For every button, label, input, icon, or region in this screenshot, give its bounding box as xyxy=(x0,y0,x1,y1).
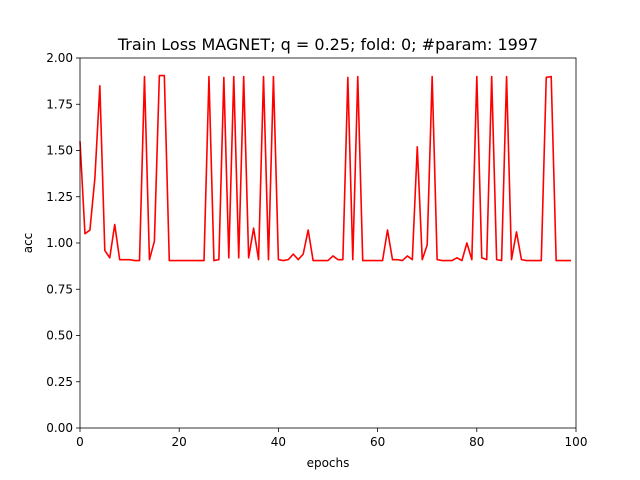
y-tick-label: 1.00 xyxy=(46,236,73,250)
y-tick-label: 1.50 xyxy=(46,144,73,158)
series-layer xyxy=(79,74,572,262)
x-tick-label: 40 xyxy=(271,435,286,449)
y-tick-label: 0.75 xyxy=(46,282,73,296)
x-tick-label: 100 xyxy=(565,435,588,449)
y-tick-label: 1.75 xyxy=(46,97,73,111)
y-axis-label: acc xyxy=(21,233,35,254)
x-axis-label: epochs xyxy=(307,456,350,470)
y-tick-label: 1.25 xyxy=(46,190,73,204)
y-axis-ticks: 0.00 0.25 0.50 0.75 1.00 1.25 1.50 1.75 2.00 xyxy=(46,51,80,435)
x-tick-label: 0 xyxy=(76,435,84,449)
chart-title: Train Loss MAGNET; q = 0.25; fold: 0; #p… xyxy=(117,35,538,54)
series-line xyxy=(79,74,572,262)
y-tick-label: 0.50 xyxy=(46,329,73,343)
y-tick-label: 0.25 xyxy=(46,375,73,389)
y-tick-label: 0.00 xyxy=(46,421,73,435)
x-axis-ticks: 0 20 40 60 80 100 xyxy=(76,428,587,449)
y-tick-label: 2.00 xyxy=(46,51,73,65)
x-tick-label: 80 xyxy=(469,435,484,449)
x-tick-label: 60 xyxy=(370,435,385,449)
x-tick-label: 20 xyxy=(172,435,187,449)
plot-frame xyxy=(79,57,577,429)
